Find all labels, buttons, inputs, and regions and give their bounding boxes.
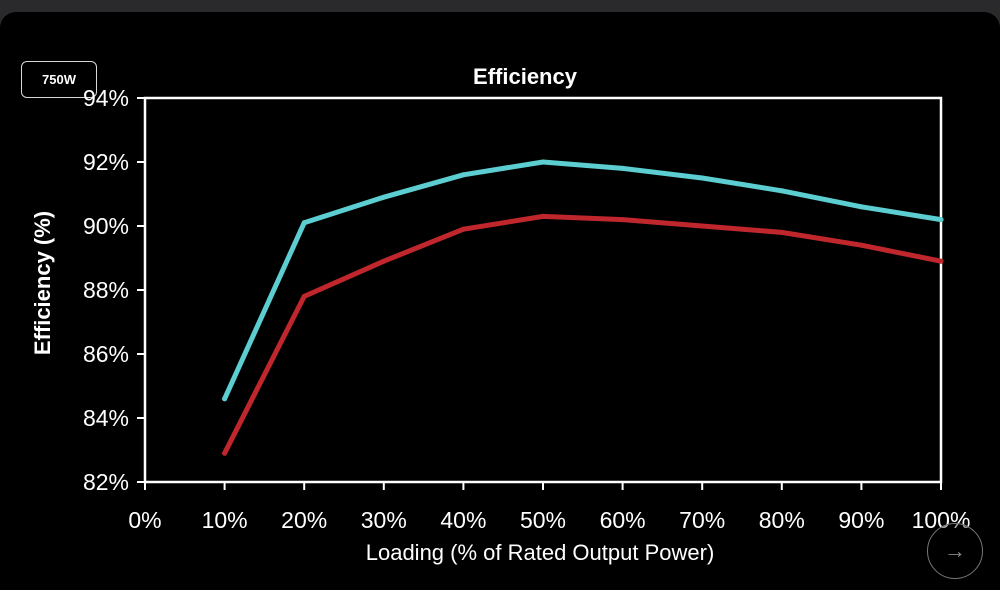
x-tick-label: 50%	[520, 507, 566, 533]
y-axis-label: Efficiency (%)	[30, 211, 55, 355]
efficiency-chart: 82% 84% 86% 88% 90% 92% 94% 0% 10% 20% 30% 40% 50% 60…	[30, 85, 970, 565]
chart-title: Efficiency	[473, 64, 577, 89]
series-1-point	[540, 159, 546, 165]
series-1-point	[938, 217, 944, 223]
series-2-point	[858, 242, 864, 248]
x-tick-label: 30%	[361, 507, 407, 533]
x-tick-label: 10%	[202, 507, 248, 533]
x-tick-label: 40%	[440, 507, 486, 533]
series-2-point	[222, 450, 228, 456]
y-tick-label: 92%	[83, 149, 129, 175]
series-1-point	[381, 194, 387, 200]
wattage-badge[interactable]: 750W	[21, 61, 97, 98]
y-tick-label: 84%	[83, 405, 129, 431]
series-line-2	[222, 213, 944, 456]
y-tick-label: 94%	[83, 85, 129, 111]
series-1-point	[301, 220, 307, 226]
series-1-point	[620, 165, 626, 171]
series-2-point	[301, 293, 307, 299]
x-axis-label: Loading (% of Rated Output Power)	[366, 540, 715, 565]
arrow-right-icon: →	[944, 538, 966, 563]
x-tick-label: 70%	[679, 507, 725, 533]
series-2-point	[938, 258, 944, 264]
y-tick-label: 82%	[83, 469, 129, 495]
x-tick-label: 60%	[600, 507, 646, 533]
y-tick-label: 86%	[83, 341, 129, 367]
series-1-point	[222, 396, 228, 402]
series-2-point	[620, 217, 626, 223]
series-2-point	[699, 223, 705, 229]
chart-panel: 750W Efficiency 82% 84% 86% 88% 90% 92% 94% 0% 1…	[0, 12, 1000, 590]
series-2-point	[540, 213, 546, 219]
series-line-1	[222, 159, 944, 402]
series-1-point	[858, 204, 864, 210]
x-tick-label: 80%	[759, 507, 805, 533]
series-1-point	[699, 175, 705, 181]
x-tick-label: 90%	[838, 507, 884, 533]
series-2-point	[460, 226, 466, 232]
y-tick-label: 90%	[83, 213, 129, 239]
x-tick-label: 20%	[281, 507, 327, 533]
series-2-point	[381, 258, 387, 264]
series-1-point	[460, 172, 466, 178]
series-1-point	[779, 188, 785, 194]
series-2-point	[779, 229, 785, 235]
plot-frame	[143, 96, 943, 484]
y-tick-label: 88%	[83, 277, 129, 303]
x-tick-label: 0%	[128, 507, 161, 533]
next-button[interactable]: →	[927, 523, 983, 579]
